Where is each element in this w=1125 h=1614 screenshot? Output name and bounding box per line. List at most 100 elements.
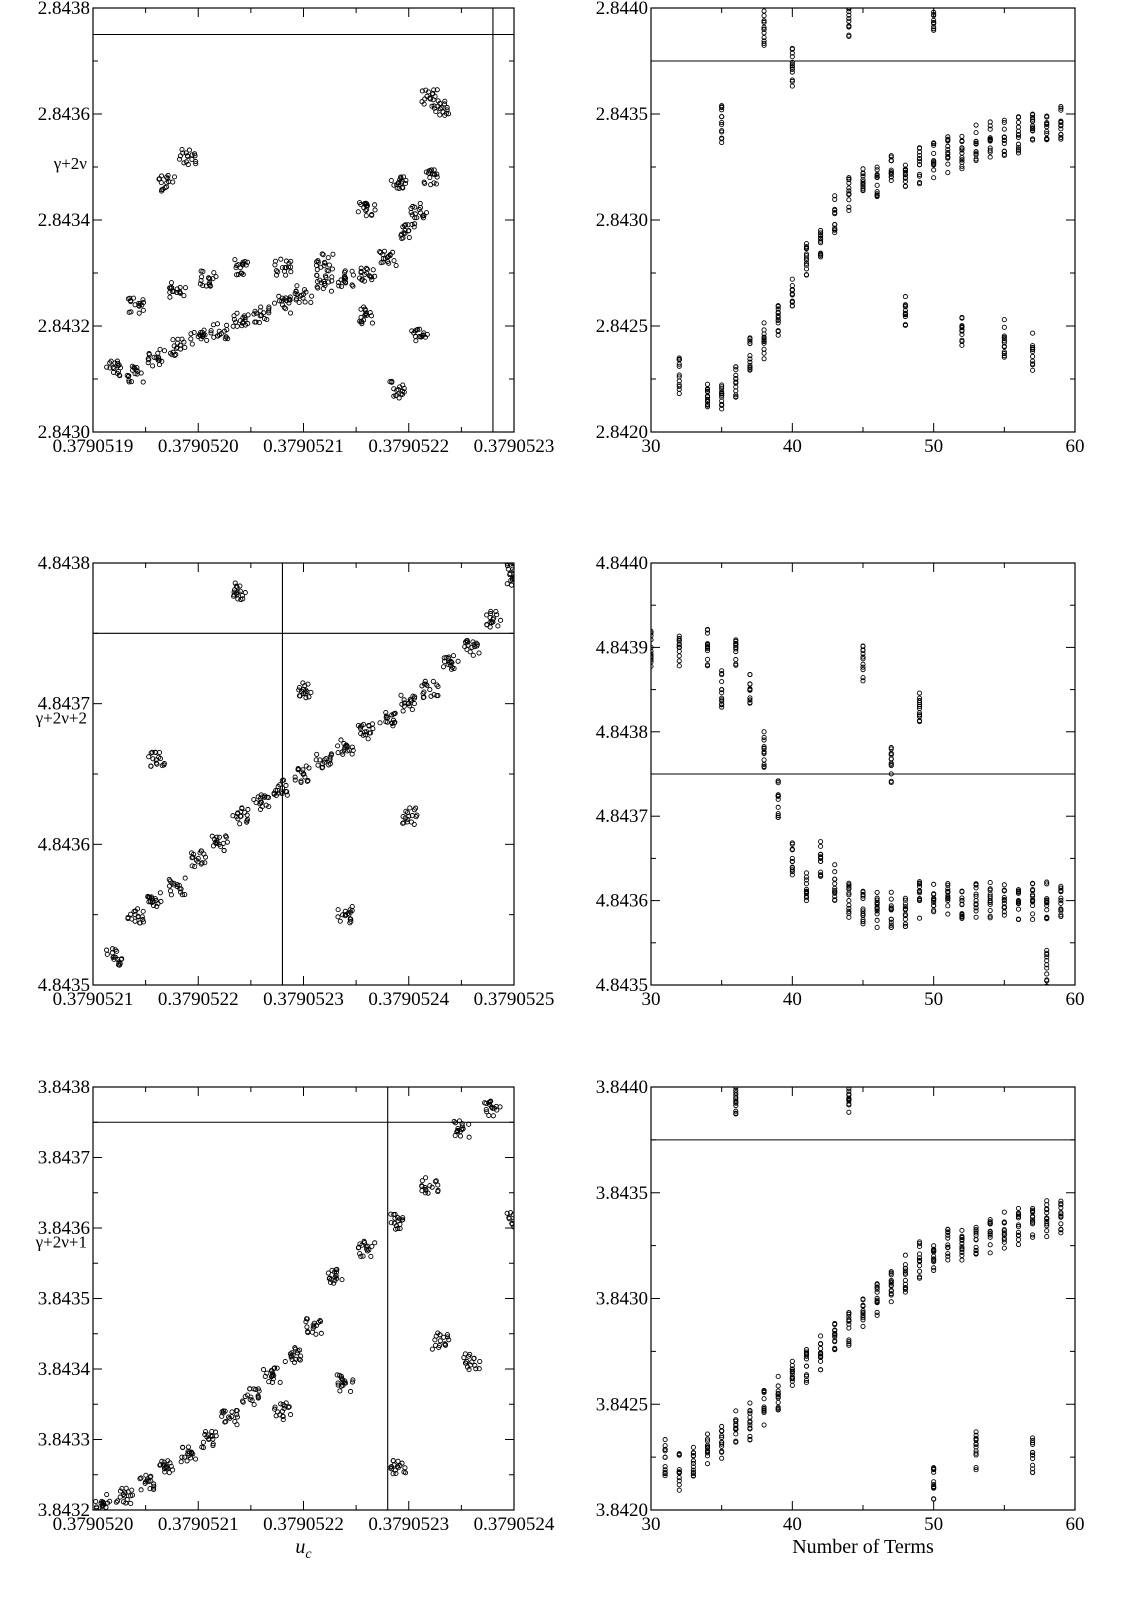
- data-point: [761, 1410, 767, 1416]
- data-point: [818, 1353, 824, 1359]
- data-point: [945, 911, 951, 917]
- data-point: [427, 687, 433, 693]
- data-points: [104, 87, 452, 401]
- data-point: [169, 352, 175, 358]
- data-point: [902, 907, 908, 913]
- data-point: [1058, 1230, 1064, 1236]
- data-point: [662, 1448, 668, 1454]
- x-tick-label: 0.3790524: [368, 989, 449, 1010]
- data-point: [902, 923, 908, 930]
- data-point: [239, 323, 245, 329]
- data-point: [719, 104, 725, 111]
- data-point: [239, 270, 245, 276]
- data-point: [147, 1474, 153, 1480]
- data-point: [1001, 338, 1007, 344]
- data-point: [264, 1370, 270, 1376]
- data-point: [113, 1499, 119, 1505]
- data-point: [369, 277, 375, 283]
- data-point: [149, 900, 155, 906]
- data-point: [156, 176, 162, 182]
- data-point: [1015, 114, 1022, 120]
- data-point: [204, 337, 210, 343]
- data-point: [362, 271, 368, 278]
- data-point: [435, 1189, 441, 1195]
- data-point: [296, 684, 302, 691]
- data-point: [334, 1266, 340, 1272]
- data-point: [1001, 1232, 1007, 1238]
- data-point: [314, 272, 320, 278]
- data-point: [232, 257, 238, 263]
- data-point: [128, 911, 134, 917]
- data-point: [457, 1129, 463, 1135]
- data-point: [846, 188, 852, 194]
- data-point: [182, 891, 188, 898]
- data-point: [832, 1347, 838, 1353]
- data-point: [216, 834, 222, 840]
- data-point: [1044, 122, 1050, 128]
- data-point: [303, 687, 309, 693]
- data-point: [846, 176, 852, 182]
- data-point: [803, 262, 810, 268]
- data-point: [690, 1464, 696, 1470]
- data-point: [137, 1476, 143, 1482]
- data-point: [874, 174, 880, 180]
- data-point: [368, 274, 374, 280]
- data-point: [242, 590, 248, 596]
- data-point: [329, 274, 335, 280]
- data-point: [193, 161, 199, 167]
- data-point: [393, 1226, 399, 1232]
- data-point: [676, 1469, 682, 1476]
- data-point: [1044, 983, 1050, 985]
- data-point: [182, 1454, 188, 1460]
- data-point: [422, 180, 428, 187]
- data-point: [931, 1265, 937, 1271]
- data-point: [455, 1126, 461, 1132]
- data-point: [1030, 892, 1036, 898]
- data-point: [916, 1258, 923, 1264]
- data-point: [368, 1253, 374, 1259]
- data-point: [719, 679, 725, 685]
- data-point: [399, 236, 405, 242]
- data-point: [515, 574, 519, 578]
- data-point: [916, 897, 923, 903]
- data-point: [412, 221, 418, 227]
- data-point: [902, 904, 908, 910]
- x-tick-label: 60: [1066, 1514, 1085, 1535]
- data-point: [747, 700, 753, 706]
- data-point: [874, 192, 880, 199]
- data-point: [396, 185, 402, 192]
- data-point: [832, 1327, 838, 1333]
- data-point: [761, 749, 767, 755]
- data-point: [719, 107, 725, 113]
- data-point: [803, 897, 810, 904]
- data-point: [110, 364, 116, 370]
- data-point: [803, 266, 810, 272]
- data-point: [719, 668, 725, 674]
- data-point: [931, 160, 937, 166]
- data-point: [1030, 343, 1036, 349]
- data-point: [931, 1243, 937, 1249]
- data-point: [189, 341, 195, 347]
- data-point: [818, 855, 824, 861]
- data-point: [377, 720, 383, 726]
- data-point: [846, 1097, 852, 1103]
- data-point: [733, 1431, 739, 1437]
- data-point: [433, 1178, 439, 1184]
- data-point: [846, 185, 852, 191]
- data-point: [860, 656, 866, 662]
- data-point: [676, 1467, 682, 1473]
- data-point: [167, 350, 173, 356]
- data-point: [888, 922, 894, 928]
- data-point: [334, 1372, 340, 1378]
- data-point: [513, 1226, 514, 1229]
- data-point: [945, 1229, 951, 1235]
- data-point: [973, 139, 979, 145]
- data-point: [297, 693, 303, 699]
- data-point: [832, 897, 838, 903]
- data-point: [184, 1458, 190, 1464]
- data-point: [1015, 1224, 1022, 1230]
- data-point: [761, 24, 767, 30]
- data-point: [902, 169, 908, 175]
- data-point: [832, 876, 838, 882]
- data-point: [945, 1251, 951, 1257]
